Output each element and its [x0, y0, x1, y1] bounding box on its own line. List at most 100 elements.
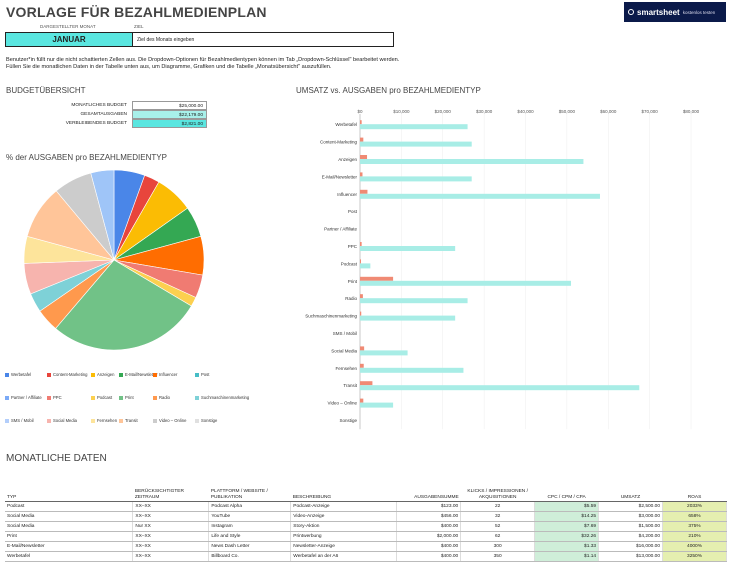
- cell-umsatz[interactable]: $13,000.00: [598, 551, 664, 562]
- cell-ausgaben[interactable]: $400.00: [396, 541, 462, 552]
- cell-klicks[interactable]: 350: [460, 551, 536, 562]
- legend-label: Content-Marketing: [53, 372, 88, 377]
- legend-item: Transit: [119, 418, 138, 423]
- col-roas: ROAS: [662, 488, 727, 502]
- cell-typ[interactable]: Social Media: [5, 521, 134, 532]
- legend-item: Content-Marketing: [47, 372, 87, 377]
- cell-plattform[interactable]: YouTube: [208, 511, 292, 522]
- cell-beschreibung[interactable]: Werbetafel an der A6: [290, 551, 398, 562]
- legend-label: SMS / Mobil: [11, 418, 34, 423]
- cell-umsatz[interactable]: $3,000.00: [598, 511, 664, 522]
- monthly-budget-input[interactable]: $25,000.00: [132, 101, 207, 110]
- smartsheet-logo-button[interactable]: smartsheet kostenlos testen: [624, 2, 726, 22]
- cell-roas: 375%: [662, 521, 727, 532]
- x-tick-label: $60,000: [600, 109, 617, 114]
- cell-umsatz[interactable]: $16,000.00: [598, 541, 664, 552]
- bar-spend: [360, 398, 364, 403]
- cell-zeitraum[interactable]: XX–XX: [132, 531, 210, 542]
- legend-label: Werbetafel: [11, 372, 32, 377]
- cell-klicks[interactable]: 52: [460, 521, 536, 532]
- bar-revenue: [360, 141, 472, 147]
- y-category-label: Sonstige: [339, 418, 357, 423]
- cell-zeitraum[interactable]: XX–XX: [132, 511, 210, 522]
- cell-zeitraum[interactable]: XX–XX: [132, 551, 210, 562]
- legend-item: Influencer: [153, 372, 177, 377]
- y-category-label: Social Media: [331, 348, 357, 353]
- bar-revenue: [360, 367, 464, 373]
- bar-spend: [360, 311, 362, 316]
- cell-roas: 210%: [662, 531, 727, 542]
- x-tick-label: $0: [357, 109, 363, 114]
- legend-label: Print: [125, 395, 134, 400]
- cell-zeitraum[interactable]: Nur XX: [132, 521, 210, 532]
- bar-revenue: [360, 263, 371, 269]
- cell-cpc: $1.33: [534, 541, 600, 552]
- cell-klicks[interactable]: 22: [460, 501, 536, 512]
- col-zeitraum: BERÜCKSICHTIGTER ZEITRAUM: [132, 488, 209, 502]
- cell-typ[interactable]: Podcast: [5, 501, 134, 512]
- bar-revenue: [360, 298, 468, 304]
- legend-label: Anzeigen: [97, 372, 115, 377]
- cell-ausgaben[interactable]: $400.00: [396, 521, 462, 532]
- bar-spend: [360, 259, 361, 264]
- cell-ausgaben[interactable]: $456.00: [396, 511, 462, 522]
- y-category-label: PPC: [348, 244, 358, 249]
- legend-item: Suchmaschinenmarketing: [195, 395, 249, 400]
- bar-revenue: [360, 385, 640, 391]
- cell-plattform[interactable]: Instagram: [208, 521, 292, 532]
- cell-plattform[interactable]: Podcast Alpha: [208, 501, 292, 512]
- budget-table: MONATLICHES BUDGET $25,000.00 GESAMTAUSG…: [6, 101, 207, 128]
- cell-beschreibung[interactable]: Video-Anzeige: [290, 511, 398, 522]
- cell-roas: 658%: [662, 511, 727, 522]
- cell-plattform[interactable]: Billboard Co.: [208, 551, 292, 562]
- cell-ausgaben[interactable]: $400.00: [396, 551, 462, 562]
- pie-chart: [23, 169, 205, 351]
- y-category-label: Print: [348, 279, 358, 284]
- cell-klicks[interactable]: 62: [460, 531, 536, 542]
- col-plattform: PLATTFORM / WEBSITE / PUBLIKATION: [208, 488, 291, 502]
- legend-item: Sonstige: [195, 418, 217, 423]
- legend-swatch: [5, 372, 9, 377]
- cell-beschreibung[interactable]: Podcast-Anzeige: [290, 501, 398, 512]
- cell-umsatz[interactable]: $1,500.00: [598, 521, 664, 532]
- legend-swatch: [195, 372, 199, 377]
- x-tick-label: $10,000: [393, 109, 410, 114]
- col-ausgaben: AUSGABENSUMME: [396, 488, 461, 502]
- cell-umsatz[interactable]: $4,200.00: [598, 531, 664, 542]
- legend-swatch: [91, 395, 95, 400]
- legend-label: Sonstige: [201, 418, 218, 423]
- cell-roas: 3250%: [662, 551, 727, 562]
- cell-ausgaben[interactable]: $123.00: [396, 501, 462, 512]
- cell-typ[interactable]: Werbetafel: [5, 551, 134, 562]
- month-select[interactable]: JANUAR: [5, 32, 133, 47]
- cell-typ[interactable]: E-Mail/Newsletter: [5, 541, 134, 552]
- cell-beschreibung[interactable]: Story-Aktion: [290, 521, 398, 532]
- cell-klicks[interactable]: 300: [460, 541, 536, 552]
- legend-item: Social Media: [47, 418, 77, 423]
- cell-ausgaben[interactable]: $2,000.00: [396, 531, 462, 542]
- cell-typ[interactable]: Print: [5, 531, 134, 542]
- cell-beschreibung[interactable]: Printwerbung: [290, 531, 398, 542]
- cell-plattform[interactable]: News Dash Letter: [208, 541, 292, 552]
- cell-typ[interactable]: Social Media: [5, 511, 134, 522]
- cell-cpc: $5.59: [534, 501, 600, 512]
- budget-label: GESAMTAUSGABEN: [80, 112, 127, 117]
- cell-beschreibung[interactable]: Newsletter-Anzeige: [290, 541, 398, 552]
- y-category-label: Transit: [343, 383, 357, 388]
- cell-zeitraum[interactable]: XX–XX: [132, 541, 210, 552]
- cell-klicks[interactable]: 32: [460, 511, 536, 522]
- legend-item: Partner / Affiliate: [5, 395, 42, 400]
- goal-input[interactable]: Ziel des Monats eingeben: [133, 32, 394, 47]
- legend-item: Anzeigen: [91, 372, 114, 377]
- legend-item: PPC: [47, 395, 62, 400]
- cell-umsatz[interactable]: $2,500.00: [598, 501, 664, 512]
- logo-brand: smartsheet: [637, 7, 680, 17]
- cell-plattform[interactable]: Life and Style: [208, 531, 292, 542]
- bar-revenue: [360, 350, 408, 356]
- legend-swatch: [5, 418, 9, 423]
- cell-zeitraum[interactable]: XX–XX: [132, 501, 210, 512]
- bar-revenue: [360, 159, 584, 164]
- col-typ: TYP: [5, 488, 133, 502]
- bar-revenue: [360, 193, 600, 199]
- table-row: Podcast XX–XX Podcast Alpha Podcast-Anzeige…: [5, 501, 727, 512]
